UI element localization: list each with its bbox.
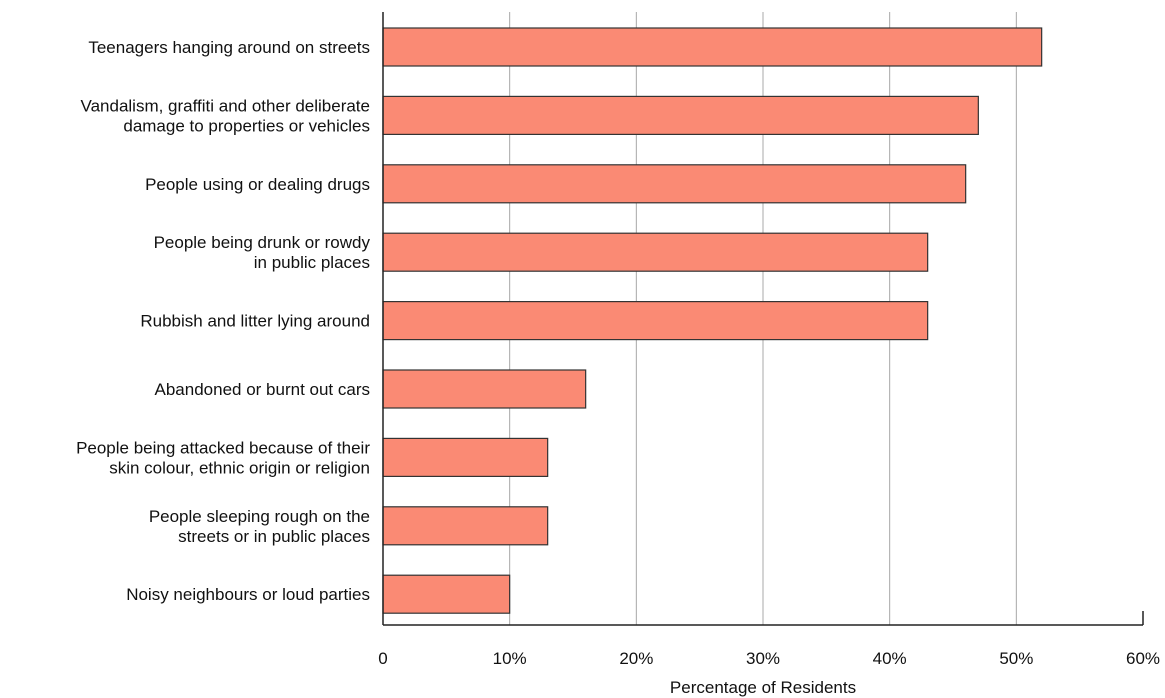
category-label-line: damage to properties or vehicles [123, 116, 370, 135]
x-tick-label: 0 [378, 649, 387, 668]
bar [382, 301, 929, 341]
bar [382, 437, 549, 477]
bar [382, 95, 979, 136]
category-labels: Teenagers hanging around on streets Vanda… [76, 38, 370, 604]
category-label-line: Rubbish and litter lying around [140, 312, 370, 331]
axes [382, 12, 1143, 626]
category-label: Vandalism, graffiti and other deliberate… [81, 96, 371, 135]
bar [382, 164, 967, 204]
x-tick-label: 40% [873, 649, 907, 668]
x-tick-label: 50% [999, 649, 1033, 668]
category-label-line: Noisy neighbours or loud parties [126, 585, 370, 604]
category-label: Teenagers hanging around on streets [88, 38, 370, 57]
category-label-line: People sleeping rough on the [149, 507, 370, 526]
category-label-line: People being drunk or rowdy [154, 233, 371, 252]
category-label: People sleeping rough on the streets or i… [149, 507, 370, 546]
bar [382, 369, 587, 409]
category-label-line: People being attacked because of their [76, 438, 370, 457]
x-tick-label: 20% [619, 649, 653, 668]
category-label-line: Teenagers hanging around on streets [88, 38, 370, 57]
bar [382, 232, 929, 272]
category-label: Noisy neighbours or loud parties [126, 585, 370, 604]
category-label-line: People using or dealing drugs [145, 175, 370, 194]
bar [382, 574, 511, 614]
category-label: People using or dealing drugs [145, 175, 370, 194]
category-label-line: Vandalism, graffiti and other deliberate [81, 96, 371, 115]
bar [382, 506, 549, 546]
category-label-line: in public places [254, 253, 370, 272]
x-tick-label: 60% [1126, 649, 1160, 668]
category-label: Rubbish and litter lying around [140, 312, 370, 331]
x-tick-label: 10% [493, 649, 527, 668]
category-label: People being attacked because of their sk… [76, 438, 370, 477]
x-tick-label: 30% [746, 649, 780, 668]
bar [382, 27, 1043, 67]
x-axis-title: Percentage of Residents [670, 678, 856, 697]
category-label: Abandoned or burnt out cars [155, 380, 370, 399]
bars [382, 27, 1043, 614]
category-label: People being drunk or rowdy in public pla… [154, 233, 371, 272]
category-label-line: streets or in public places [178, 527, 370, 546]
category-label-line: Abandoned or burnt out cars [155, 380, 370, 399]
category-label-line: skin colour, ethnic origin or religion [109, 458, 370, 477]
x-tick-labels: 0 10% 20% 30% 40% 50% 60% [378, 611, 1160, 668]
